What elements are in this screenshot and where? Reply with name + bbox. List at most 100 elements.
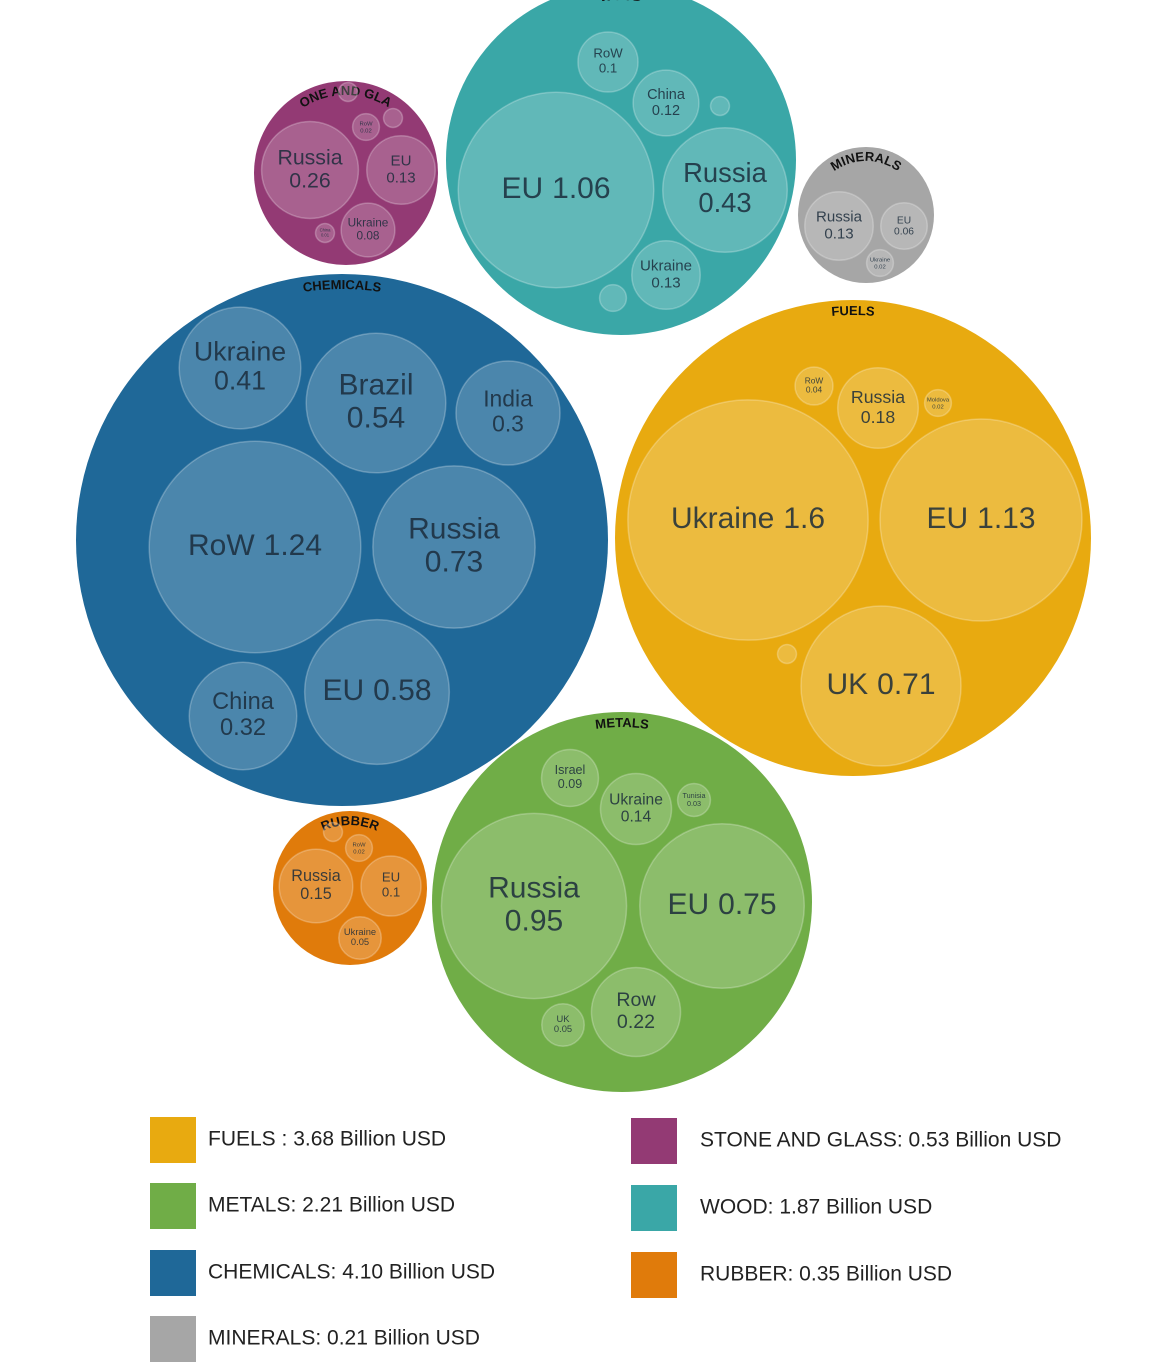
group-title: CHEMICALS [302,277,383,295]
bubble-value: 0.06 [894,226,914,237]
bubble-label: EU 1.06 [501,172,610,205]
bubble-name: EU [501,172,543,205]
bubble [627,399,869,641]
bubble [382,107,404,129]
bubble-value: 0.05 [554,1025,572,1035]
bubble-value: 0.13 [651,274,680,291]
bubble-name: Ukraine [640,258,692,275]
bubble-label: Israel 0.09 [555,763,586,791]
group-title: FUELS [831,303,876,319]
legend-label: WOOD: 1.87 Billion USD [700,1196,932,1219]
bubble-value: 0.13 [824,225,853,242]
bubble-name: Ukraine [609,792,663,809]
bubble-label: RoW 0.02 [352,842,366,855]
bubble [365,134,437,206]
bubble-name: EU [667,888,709,921]
bubble-label: RoW 0.1 [593,46,623,76]
bubble-name: Russia [408,512,500,545]
bubble-name: RoW [359,121,373,127]
bubble-value: 0.14 [621,809,652,826]
bubble-label: Ukraine 0.41 [194,336,286,395]
bubble [800,605,962,767]
bubble-label: Russia 0.26 [277,145,342,192]
bubble-name: UK [826,668,868,701]
bubble-label: UK 0.71 [826,668,935,701]
bubble [372,465,536,629]
legend-swatch [150,1316,196,1362]
group-bubble [615,300,1091,776]
bubble-label: China 0.32 [212,689,275,741]
bubble-value: 0.09 [558,777,582,791]
bubble-name: India [483,385,533,411]
bubble-label: Russia 0.95 [488,871,580,937]
bubble-name: Russia [816,209,863,226]
bubble-value: 0.54 [347,401,405,434]
bubble [541,1003,585,1047]
bubble-label: EU 0.13 [386,153,415,187]
bubble [440,812,628,1000]
bubble-label: China 0.12 [647,87,686,119]
bubble-value: 0.43 [698,187,751,218]
bubble [630,239,702,311]
bubble-name: Ukraine [194,336,286,366]
bubble-value: 0.05 [351,938,369,948]
bubble [337,81,359,103]
bubble-name: Israel [555,763,586,777]
bubble [278,848,354,924]
bubble-label: Russia 0.18 [851,387,905,427]
legend-swatch [631,1252,677,1298]
bubble-value: 1.6 [783,502,825,535]
bubble-name: Brazil [338,368,413,401]
bubble [638,822,806,990]
bubble-value: 0.13 [386,169,415,186]
bubble-name: Tunisia [682,791,706,800]
bubble-name: EU [382,870,400,885]
bubble [803,190,875,262]
bubble-label: EU 0.1 [382,870,400,900]
bubble-label: Ukraine 0.14 [609,792,663,826]
bubble-label: Russia 0.73 [408,512,500,578]
bubble [314,222,336,244]
bubble-value: 1.06 [552,172,610,205]
bubble [260,120,360,220]
bubble-label: RoW 0.04 [805,376,824,395]
legend-swatch [631,1185,677,1231]
bubble-name: EU [926,502,968,535]
bubble [836,366,920,450]
bubble-label: Moldova 0.02 [927,397,950,410]
bubble [577,31,639,93]
bubble-label: Ukraine 0.13 [640,258,692,292]
bubble [661,126,789,254]
bubble-label: China 0.01 [320,228,332,238]
bubble [338,916,382,960]
bubble-name: Ukraine [348,216,389,230]
bubble-value: 0.02 [874,264,886,270]
bubble-label: India 0.3 [483,385,533,436]
bubble-value: 0.71 [877,668,935,701]
bubble [305,332,447,474]
bubble-value: 0.02 [360,128,372,134]
bubble [303,618,451,766]
bubble [879,418,1083,622]
bubble-value: 0.1 [382,885,400,900]
group-title: STONE AND GLASS [0,0,395,111]
legend-swatch [631,1118,677,1164]
bubble-label: Ukraine 0.02 [870,257,891,270]
legend-swatch [150,1117,196,1163]
bubble-label: Russia 0.43 [683,157,768,218]
group-bubble [76,274,608,806]
bubble-value: 0.04 [806,385,823,395]
bubble [148,440,362,654]
bubble-value: 0.3 [492,411,524,437]
bubble-name: EU [322,674,364,707]
bubble-value: 0.58 [373,674,431,707]
bubble-label: EU 0.58 [322,674,431,707]
bubble-name: EU [897,215,911,226]
bubble-label: UK 0.05 [554,1014,572,1034]
bubble-value: 1.24 [264,529,322,562]
bubble [457,91,655,289]
bubble-label: Ukraine 0.08 [348,216,389,243]
bubble-label: Row 0.22 [616,989,656,1033]
bubble-label: Brazil 0.54 [338,368,413,434]
group-title-path: FUELS [831,303,876,319]
